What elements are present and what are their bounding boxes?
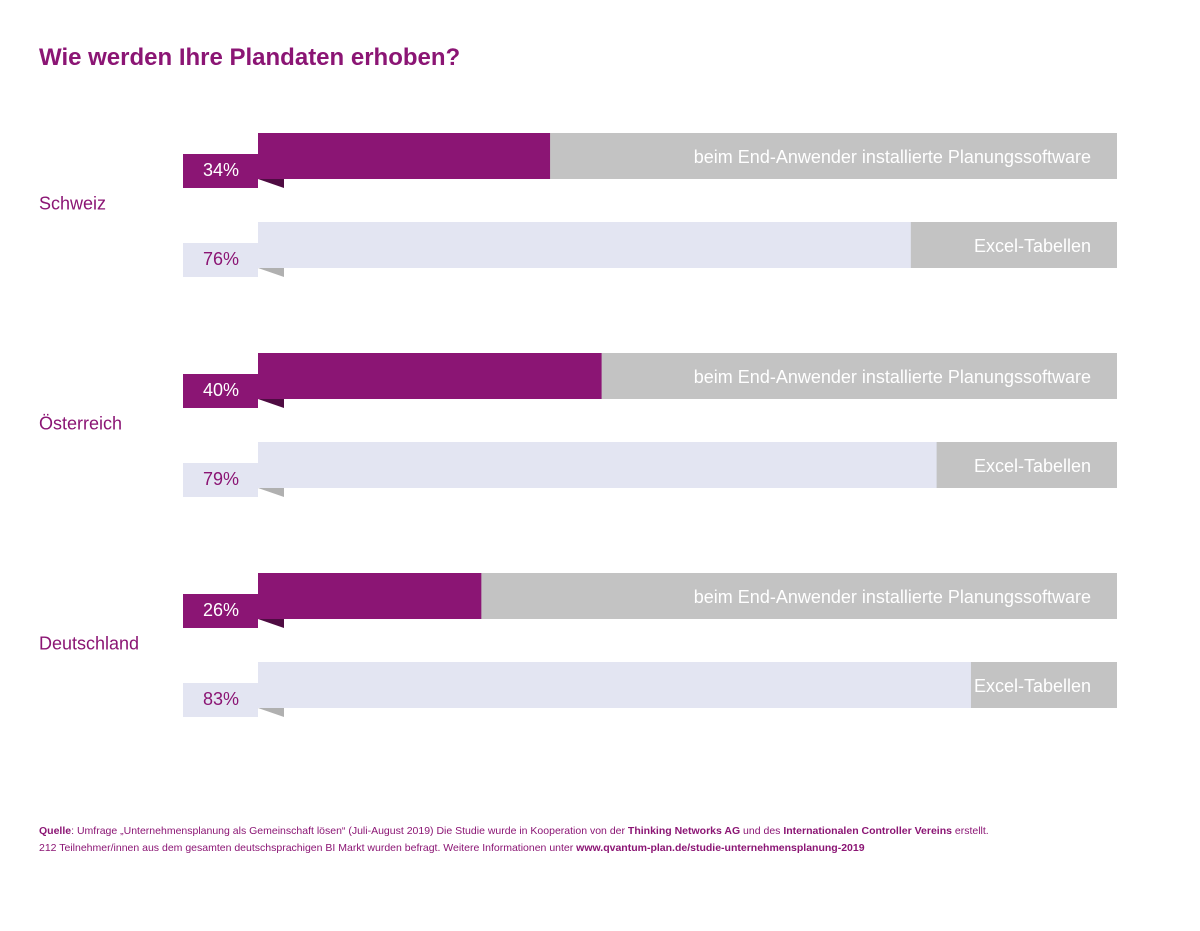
country-group-0: Schweiz 34% beim End-Anwender installierte… xyxy=(39,133,1117,277)
series-label: Excel-Tabellen xyxy=(974,456,1091,476)
value-tab xyxy=(183,463,258,497)
bar-value xyxy=(258,133,551,179)
value-tab xyxy=(183,154,258,188)
source-note: Quelle: Umfrage „Unternehmensplanung als… xyxy=(39,823,989,857)
bar-fold xyxy=(258,179,284,188)
country-label: Deutschland xyxy=(39,634,139,654)
value-label: 26% xyxy=(203,600,239,620)
bar-fold xyxy=(258,619,284,628)
value-tab xyxy=(183,683,258,717)
source-text-1: Umfrage „Unternehmensplanung als Gemeins… xyxy=(74,825,628,837)
series-label: Excel-Tabellen xyxy=(974,236,1091,256)
bar-value xyxy=(258,662,971,708)
bar-chart: Schweiz 34% beim End-Anwender installierte… xyxy=(39,133,1117,717)
bar-value xyxy=(258,442,937,488)
bar-value xyxy=(258,353,602,399)
bar-value xyxy=(258,222,911,268)
bar-fold xyxy=(258,399,284,408)
bar-fold xyxy=(258,268,284,277)
source-org-1: Thinking Networks AG xyxy=(627,825,741,837)
bar-value xyxy=(258,573,482,619)
source-org-2: Internationalen Controller Vereins xyxy=(783,825,952,837)
country-label: Schweiz xyxy=(39,194,106,214)
series-label: beim End-Anwender installierte Planungss… xyxy=(694,367,1091,387)
value-tab xyxy=(183,374,258,408)
source-line-2: 212 Teilnehmer/innen aus dem gesamten de… xyxy=(39,840,989,857)
source-text-2: und des xyxy=(740,825,784,837)
series-label: beim End-Anwender installierte Planungss… xyxy=(694,587,1091,607)
country-group-1: Österreich 40% beim End-Anwender installie… xyxy=(39,353,1117,497)
country-label: Österreich xyxy=(39,414,122,434)
value-tab xyxy=(183,243,258,277)
source-label: Quelle xyxy=(39,825,72,837)
value-label: 79% xyxy=(203,469,239,489)
series-label: beim End-Anwender installierte Planungss… xyxy=(694,147,1091,167)
bar-fold xyxy=(258,488,284,497)
country-group-2: Deutschland 26% beim End-Anwender installi… xyxy=(39,573,1117,717)
bar-fold xyxy=(258,708,284,717)
chart-title: Wie werden Ihre Plandaten erhoben? xyxy=(39,44,461,71)
source-line-1: Quelle: Umfrage „Unternehmensplanung als… xyxy=(39,825,989,837)
source-text-3: erstellt. xyxy=(951,825,989,837)
source-url[interactable]: www.qvantum-plan.de/studie-unternehmensp… xyxy=(576,842,865,854)
value-tab xyxy=(183,594,258,628)
value-label: 40% xyxy=(203,380,239,400)
value-label: 83% xyxy=(203,689,239,709)
series-label: Excel-Tabellen xyxy=(974,676,1091,696)
value-label: 76% xyxy=(203,249,239,269)
value-label: 34% xyxy=(203,160,239,180)
source-text-4: 212 Teilnehmer/innen aus dem gesamten de… xyxy=(39,842,577,854)
